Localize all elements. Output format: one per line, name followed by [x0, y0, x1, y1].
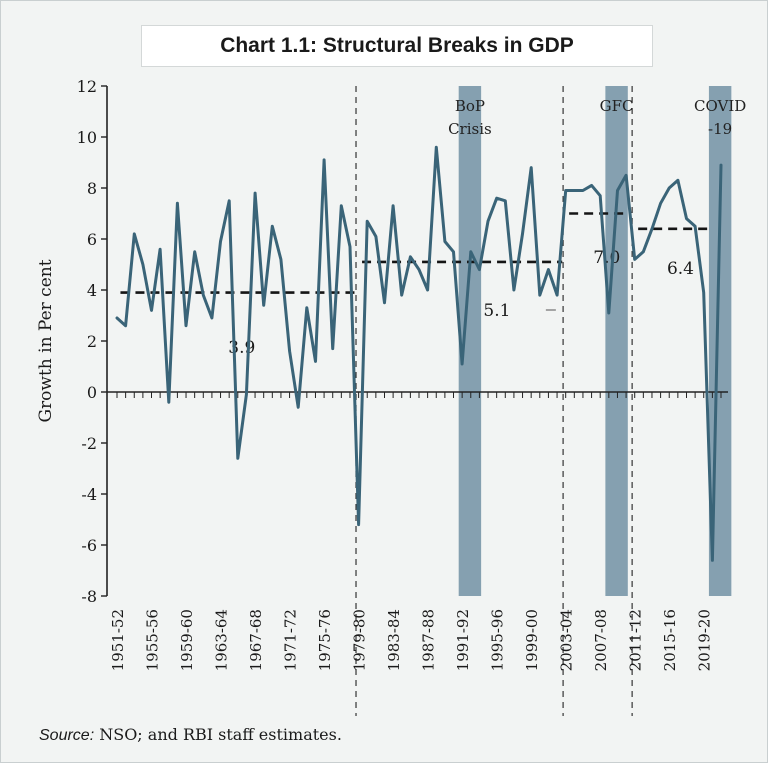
- x-tick-label-3: 1963-64: [213, 609, 231, 671]
- y-tick-label-7: 6: [87, 230, 97, 249]
- y-tick-label-1: -6: [81, 536, 97, 555]
- x-tick-label-8: 1983-84: [385, 609, 403, 671]
- regime-mean-label-1: 5.1: [483, 301, 510, 321]
- y-tick-label-4: 0: [87, 383, 97, 402]
- source-prefix: Source:: [39, 727, 95, 744]
- x-tick-label-4: 1967-68: [247, 609, 265, 671]
- y-tick-label-5: 2: [87, 332, 97, 351]
- x-tick-label-16: 2015-16: [661, 609, 679, 671]
- series-line-gdp-growth: [115, 145, 723, 562]
- shaded-label-0: BoP: [455, 97, 485, 115]
- gdp-chart: BoP Crisis GFC COVID -19 -8 -6 -4 -2 0 2 4 6 8 10 12 Gro…: [36, 77, 746, 716]
- shaded-label-line2-2: -19: [708, 120, 732, 138]
- shaded-period-0: [458, 86, 482, 596]
- x-tick-label-11: 1995-96: [489, 609, 507, 671]
- x-tick-label-9: 1987-88: [420, 609, 438, 671]
- y-tick-label-0: -8: [81, 587, 97, 606]
- source-note: Source: NSO; and RBI staff estimates.: [39, 725, 342, 745]
- y-tick-label-3: -2: [81, 434, 97, 453]
- x-tick-label-17: 2019-20: [696, 609, 714, 671]
- shaded-period-1: [605, 86, 628, 596]
- regime-mean-label-3: 6.4: [667, 259, 694, 279]
- regime-mean-label-2: 7.0: [593, 248, 620, 268]
- x-tick-label-5: 1971-72: [282, 609, 300, 671]
- y-tick-label-6: 4: [87, 281, 97, 300]
- regime-mean-label-0: 3.9: [228, 338, 255, 358]
- chart-title: Chart 1.1: Structural Breaks in GDP: [220, 34, 574, 57]
- shaded-label-line2-0: Crisis: [448, 120, 492, 138]
- y-tick-label-2: -4: [81, 485, 97, 504]
- x-tick-label-10: 1991-92: [454, 609, 472, 671]
- x-tick-label-7: 1979-80: [351, 609, 369, 671]
- x-tick-label-14: 2007-08: [592, 609, 610, 671]
- y-tick-label-9: 10: [77, 128, 97, 147]
- shaded-label-1: GFC: [600, 97, 634, 115]
- y-tick-label-8: 8: [87, 179, 97, 198]
- source-text: NSO; and RBI staff estimates.: [94, 725, 342, 744]
- y-axis-label: Growth in Per cent: [36, 259, 56, 422]
- x-tick-label-15: 2011-12: [627, 609, 645, 671]
- x-tick-label-0: 1951-52: [109, 609, 127, 671]
- x-tick-label-12: 1999-00: [523, 609, 541, 671]
- x-tick-label-13: 2003-04: [558, 609, 576, 671]
- x-tick-label-1: 1955-56: [144, 609, 162, 671]
- x-tick-label-2: 1959-60: [178, 609, 196, 671]
- y-tick-label-10: 12: [77, 77, 97, 96]
- x-tick-label-6: 1975-76: [316, 609, 334, 671]
- chart-title-box: Chart 1.1: Structural Breaks in GDP: [141, 25, 653, 67]
- shaded-label-2: COVID: [694, 97, 746, 115]
